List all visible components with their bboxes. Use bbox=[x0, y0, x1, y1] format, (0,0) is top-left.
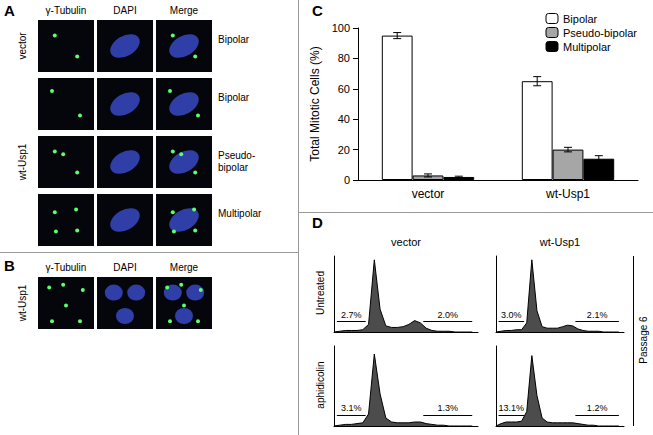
svg-text:1.3%: 1.3% bbox=[438, 403, 459, 413]
svg-text:Total Mitotic Cells (%): Total Mitotic Cells (%) bbox=[308, 46, 322, 161]
html-text:Untreated: Untreated bbox=[314, 271, 326, 315]
html-text:Merge: Merge bbox=[169, 5, 199, 16]
svg-text:1.2%: 1.2% bbox=[587, 403, 608, 413]
html-text:DAPI: DAPI bbox=[113, 262, 137, 273]
html-text:Merge: Merge bbox=[169, 262, 199, 273]
svg-text:Pseudo-bipolar: Pseudo-bipolar bbox=[563, 27, 637, 39]
html-text:aphidicolin: aphidicolin bbox=[314, 361, 326, 409]
svg-text:wt-Usp1: wt-Usp1 bbox=[545, 187, 590, 201]
html-text:Multipolar: Multipolar bbox=[218, 208, 262, 219]
svg-text:40: 40 bbox=[338, 113, 350, 125]
html-text:γ-Tubulin: γ-Tubulin bbox=[45, 262, 87, 273]
svg-text:20: 20 bbox=[338, 144, 350, 156]
html-text:A: A bbox=[4, 2, 15, 19]
html-text:Passage 6: Passage 6 bbox=[637, 316, 649, 364]
svg-text:80: 80 bbox=[338, 52, 350, 64]
svg-text:vector: vector bbox=[412, 187, 445, 201]
html-text:Bipolar: Bipolar bbox=[218, 92, 250, 103]
html-text:vector: vector bbox=[16, 32, 28, 60]
html-text:wt-Usp1: wt-Usp1 bbox=[16, 284, 28, 322]
svg-text:3.1%: 3.1% bbox=[341, 403, 362, 413]
html-text:γ-Tubulin: γ-Tubulin bbox=[45, 5, 87, 16]
svg-text:2.1%: 2.1% bbox=[587, 310, 608, 320]
svg-text:13.1%: 13.1% bbox=[499, 403, 525, 413]
html-text:vector: vector bbox=[391, 236, 421, 248]
html-text:Bipolar: Bipolar bbox=[218, 34, 250, 45]
svg-text:Multipolar: Multipolar bbox=[563, 41, 611, 53]
svg-text:Bipolar: Bipolar bbox=[563, 13, 598, 25]
html-text:wt-Usp1: wt-Usp1 bbox=[16, 143, 28, 181]
html-text:D: D bbox=[312, 214, 323, 231]
svg-text:2.0%: 2.0% bbox=[438, 310, 459, 320]
svg-text:3.0%: 3.0% bbox=[501, 310, 522, 320]
html-text:C: C bbox=[312, 2, 323, 19]
html-text:Pseudo-bipolar: Pseudo-bipolar bbox=[218, 150, 256, 173]
svg-text:0: 0 bbox=[344, 174, 350, 186]
svg-text:60: 60 bbox=[338, 83, 350, 95]
html-text:wt-Usp1: wt-Usp1 bbox=[539, 236, 581, 248]
svg-text:2.7%: 2.7% bbox=[341, 310, 362, 320]
html-text:B: B bbox=[4, 257, 15, 274]
html-text:DAPI: DAPI bbox=[113, 5, 137, 16]
svg-text:100: 100 bbox=[332, 22, 350, 34]
